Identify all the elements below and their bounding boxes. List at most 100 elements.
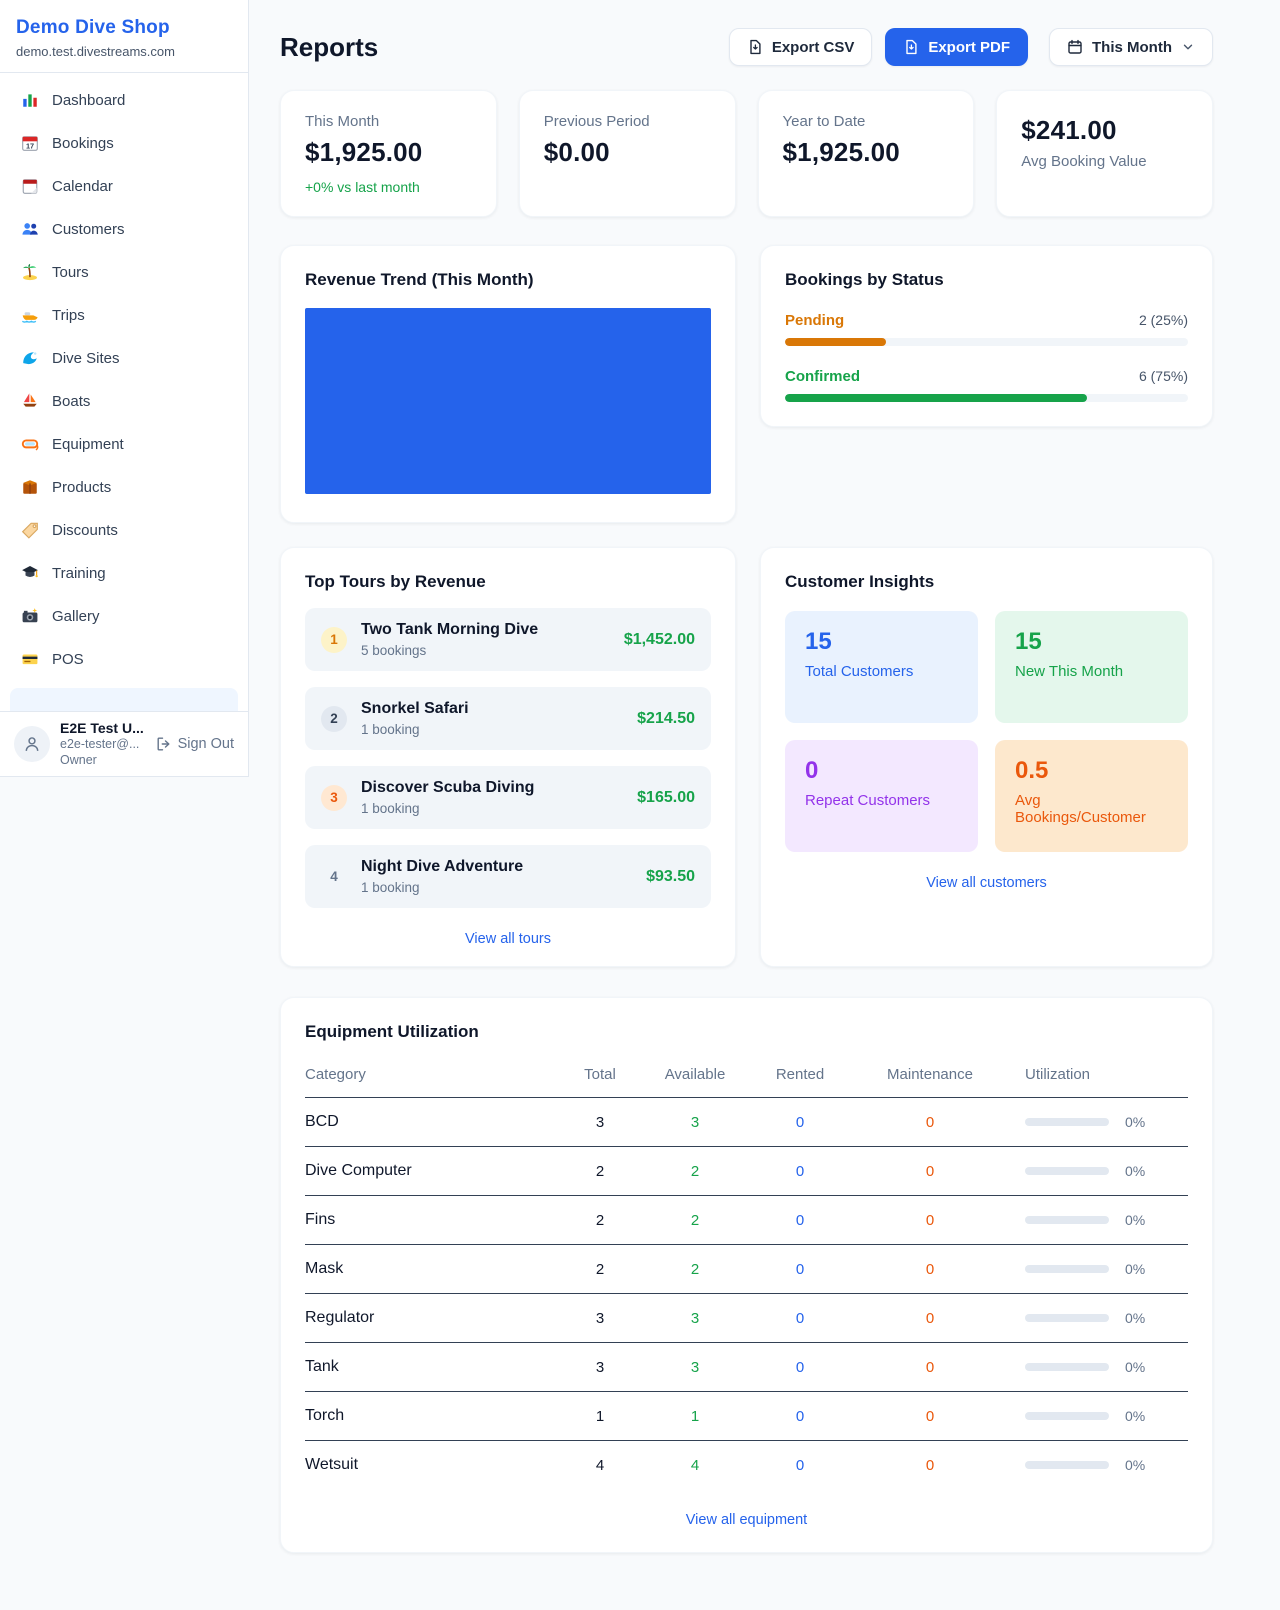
avatar — [14, 726, 50, 762]
sidebar-nav: Dashboard 17 Bookings Calendar Customers… — [0, 73, 248, 711]
sidebar-item-reports[interactable] — [10, 688, 238, 711]
export-csv-label: Export CSV — [771, 38, 855, 56]
customer-insights-card: Customer Insights 15 Total Customers 15 … — [760, 547, 1213, 967]
total-cell: 2 — [555, 1195, 645, 1245]
palm-island-icon — [20, 263, 39, 282]
total-cell: 1 — [555, 1391, 645, 1441]
sidebar-item-label: Gallery — [52, 607, 100, 625]
stat-value: $1,925.00 — [305, 137, 423, 167]
status-progress-fill — [785, 338, 886, 346]
table-row: Tank 3 3 0 0 0% — [305, 1342, 1188, 1392]
equipment-utilization-title: Equipment Utilization — [305, 1022, 479, 1041]
available-cell: 2 — [645, 1195, 745, 1245]
utilization-cell: 0% — [1005, 1391, 1188, 1441]
category-cell: Mask — [305, 1244, 555, 1294]
bar-chart-icon — [20, 91, 39, 110]
sidebar-item-pos[interactable]: POS — [10, 642, 238, 676]
sidebar-item-products[interactable]: Products — [10, 470, 238, 504]
rented-cell: 0 — [745, 1244, 855, 1294]
sidebar-item-discounts[interactable]: Discounts — [10, 513, 238, 547]
stat-card-previous-period: Previous Period $0.00 — [518, 90, 736, 217]
stat-label: This Month — [305, 113, 380, 130]
table-row: Mask 2 2 0 0 0% — [305, 1244, 1188, 1294]
rented-cell: 0 — [745, 1146, 855, 1196]
insight-tile-avg-bookings: 0.5 Avg Bookings/Customer — [995, 740, 1188, 852]
export-pdf-button[interactable]: Export PDF — [885, 28, 1029, 66]
sidebar-item-label: Calendar — [52, 177, 113, 195]
insight-tile-total-customers: 15 Total Customers — [785, 611, 978, 723]
sidebar-header: Demo Dive Shop demo.test.divestreams.com — [0, 0, 248, 73]
sidebar-item-customers[interactable]: Customers — [10, 212, 238, 246]
sidebar-item-calendar[interactable]: Calendar — [10, 169, 238, 203]
maintenance-cell: 0 — [855, 1342, 1005, 1392]
tour-name: Night Dive Adventure — [361, 858, 524, 875]
status-progress-track — [785, 338, 1188, 346]
sign-out-button[interactable]: Sign Out — [156, 736, 234, 752]
sidebar-item-boats[interactable]: Boats — [10, 384, 238, 418]
sidebar-item-label: Tours — [52, 263, 89, 281]
sidebar-item-dashboard[interactable]: Dashboard — [10, 83, 238, 117]
sidebar-item-training[interactable]: Training — [10, 556, 238, 590]
sidebar-user-footer: E2E Test U... e2e-tester@... Owner Sign … — [0, 711, 248, 776]
status-count: 6 (75%) — [1138, 368, 1188, 384]
utilization-cell: 0% — [1005, 1146, 1188, 1196]
maintenance-cell: 0 — [855, 1195, 1005, 1245]
logout-icon — [157, 737, 170, 751]
view-all-customers-link[interactable]: View all customers — [926, 875, 1047, 891]
user-role: Owner — [60, 752, 97, 767]
sidebar-item-tours[interactable]: Tours — [10, 255, 238, 289]
sidebar-item-label: Products — [52, 478, 112, 496]
tour-list-item: 1 Two Tank Morning Dive 5 bookings $1,45… — [305, 608, 711, 671]
speedboat-icon — [20, 306, 39, 325]
total-cell: 3 — [555, 1293, 645, 1343]
stat-card-year-to-date: Year to Date $1,925.00 — [757, 90, 975, 217]
period-select-button[interactable]: This Month — [1049, 28, 1213, 66]
revenue-bar-chart — [305, 308, 711, 494]
status-label: Pending — [785, 312, 845, 329]
utilization-percent: 0% — [1125, 1114, 1146, 1130]
dive-mask-icon — [20, 435, 39, 454]
utilization-bar — [1025, 1216, 1109, 1224]
total-cell: 2 — [555, 1244, 645, 1294]
status-progress-track — [785, 394, 1188, 402]
sidebar-item-gallery[interactable]: Gallery — [10, 599, 238, 633]
sidebar-item-dive-sites[interactable]: Dive Sites — [10, 341, 238, 375]
stat-card-avg-booking-value: $241.00 Avg Booking Value — [996, 90, 1213, 217]
maintenance-cell: 0 — [855, 1097, 1005, 1147]
rented-cell: 0 — [745, 1293, 855, 1343]
tour-revenue: $1,452.00 — [623, 630, 695, 648]
shop-domain: demo.test.divestreams.com — [16, 44, 175, 59]
table-row: Torch 1 1 0 0 0% — [305, 1391, 1188, 1441]
sidebar-item-bookings[interactable]: 17 Bookings — [10, 126, 238, 160]
available-cell: 3 — [645, 1342, 745, 1392]
maintenance-cell: 0 — [855, 1293, 1005, 1343]
export-csv-button[interactable]: Export CSV — [728, 28, 873, 66]
tear-off-calendar-icon — [20, 177, 39, 196]
utilization-bar — [1025, 1363, 1109, 1371]
user-email: e2e-tester@... — [60, 737, 140, 752]
utilization-bar — [1025, 1461, 1109, 1469]
sidebar-item-equipment[interactable]: Equipment — [10, 427, 238, 461]
available-cell: 3 — [645, 1097, 745, 1147]
stat-label: Previous Period — [543, 113, 650, 130]
table-row: Wetsuit 4 4 0 0 0% — [305, 1441, 1188, 1490]
table-header-row: Category Total Available Rented Maintena… — [305, 1056, 1188, 1098]
stat-value: $0.00 — [543, 137, 610, 167]
column-header-available: Available — [645, 1056, 745, 1098]
category-cell: Tank — [305, 1342, 555, 1392]
sidebar-item-trips[interactable]: Trips — [10, 298, 238, 332]
status-progress-fill — [785, 394, 1088, 402]
credit-card-icon — [20, 650, 39, 669]
svg-text:17: 17 — [25, 142, 33, 151]
available-cell: 4 — [690, 1456, 700, 1474]
maintenance-cell: 0 — [925, 1456, 935, 1474]
export-pdf-label: Export PDF — [928, 38, 1011, 56]
total-cell: 3 — [555, 1342, 645, 1392]
rank-badge: 1 — [321, 626, 347, 653]
tour-bookings: 1 booking — [361, 880, 420, 895]
tile-value: 0.5 — [1015, 757, 1049, 784]
view-all-equipment-link[interactable]: View all equipment — [685, 1512, 808, 1528]
view-all-tours-link[interactable]: View all tours — [465, 931, 551, 947]
utilization-bar — [1025, 1118, 1109, 1126]
stat-label: Avg Booking Value — [1021, 153, 1147, 170]
